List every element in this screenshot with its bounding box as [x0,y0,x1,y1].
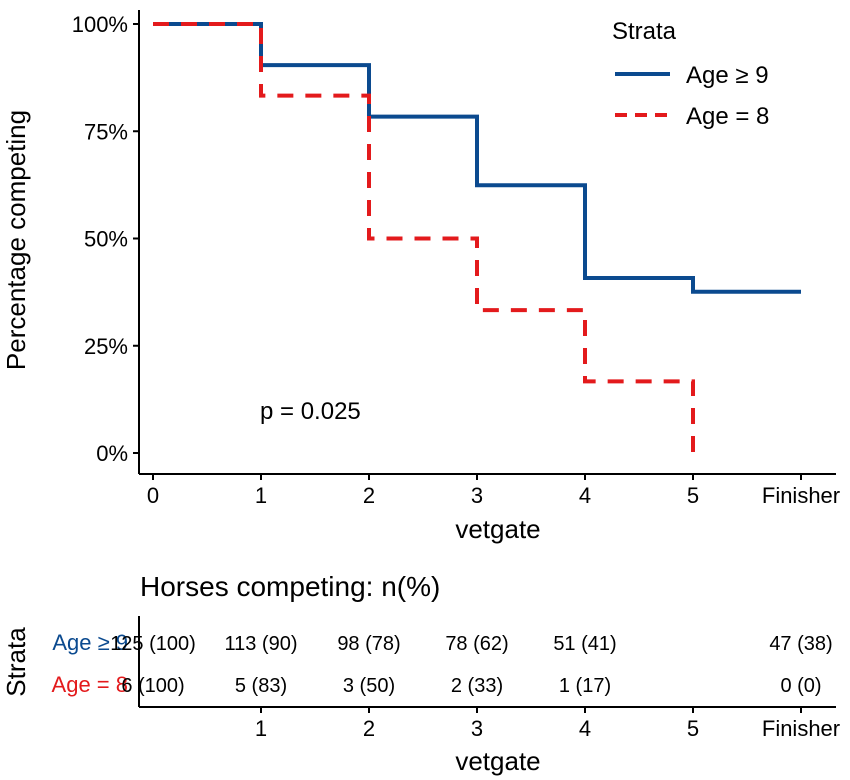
plot-axes [138,10,836,475]
risk-table-cell: 6 (100) [121,675,184,697]
x-axis-label: vetgate [455,514,540,544]
table-x-tick-label: 4 [579,716,591,741]
table-x-tick-label: 5 [687,716,699,741]
legend-label-age8: Age = 8 [686,103,769,130]
y-tick-group: 0% 25% 50% 75% 100% [72,12,139,466]
y-tick-label: 75% [84,119,128,144]
risk-table-cell: 113 (90) [224,633,297,655]
legend-title: Strata [612,18,677,45]
risk-table-row-label-age8: Age = 8 [52,672,128,697]
risk-table-cells: 125 (100) 113 (90) 98 (78) 78 (62) 51 (41) 47… [110,633,833,697]
table-x-tick-label: 3 [471,716,483,741]
legend-label-age9: Age ≥ 9 [686,62,769,89]
x-tick-label: 0 [147,483,159,508]
x-tick-label: 2 [363,483,375,508]
risk-table-cell: 51 (41) [553,633,616,655]
risk-table-x-label: vetgate [455,746,540,776]
risk-table-cell: 2 (33) [451,675,503,697]
x-tick-group: 0 1 2 3 4 5 Finisher [147,474,840,508]
risk-table-y-label: Strata [1,627,31,697]
risk-table-cell: 0 (0) [780,675,821,697]
risk-table-cell: 125 (100) [110,633,196,655]
legend: Strata Age ≥ 9 Age = 8 [612,18,769,130]
table-x-tick-label: 1 [255,716,267,741]
x-tick-label: 5 [687,483,699,508]
x-tick-label: Finisher [762,483,840,508]
p-value-annotation: p = 0.025 [260,398,361,425]
series-layer [153,22,801,453]
y-tick-label: 100% [72,12,128,37]
risk-table-cell: 1 (17) [559,675,611,697]
series-age-8-line [153,22,695,453]
y-axis-label: Percentage competing [1,110,31,370]
risk-table-cell: 47 (38) [769,633,832,655]
risk-table-cell: 78 (62) [445,633,508,655]
y-tick-label: 25% [84,334,128,359]
table-x-tick-label: Finisher [762,716,840,741]
risk-table-cell: 98 (78) [337,633,400,655]
y-tick-label: 50% [84,227,128,252]
x-tick-label: 3 [471,483,483,508]
risk-table-cell: 3 (50) [343,675,395,697]
y-tick-label: 0% [96,441,128,466]
risk-table-cell: 5 (83) [235,675,287,697]
x-tick-label: 1 [255,483,267,508]
table-x-tick-label: 2 [363,716,375,741]
risk-table-axes [138,616,836,708]
risk-table-row-label-age9: Age ≥ 9 [52,630,128,655]
table-x-tick-group: 1 2 3 4 5 Finisher [255,707,840,741]
x-tick-label: 4 [579,483,591,508]
risk-table-title: Horses competing: n(%) [140,571,440,602]
